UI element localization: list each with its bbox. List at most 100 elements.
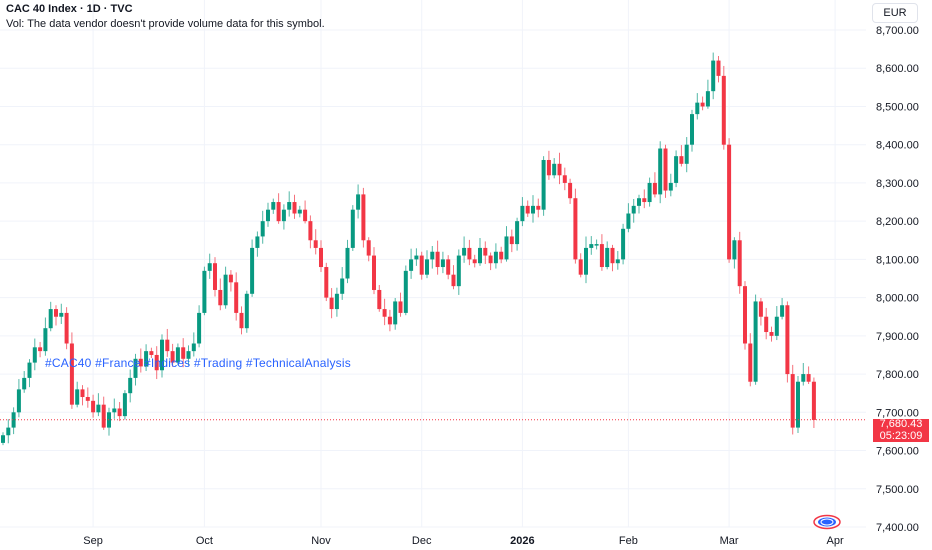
candle-body [292, 202, 297, 214]
candle-body [727, 144, 732, 260]
candle-body [366, 240, 371, 256]
candle [117, 401, 122, 422]
candle-body [181, 347, 186, 359]
candle [674, 150, 679, 188]
candle-body [520, 205, 525, 222]
candle [446, 255, 451, 280]
candle-body [700, 102, 705, 107]
candle [467, 239, 472, 266]
candle [456, 249, 461, 295]
candle [138, 348, 143, 373]
candle [488, 252, 493, 271]
candle [398, 292, 403, 317]
candle [414, 248, 419, 266]
candle-body [796, 381, 800, 428]
candle-body [324, 267, 329, 298]
candle-body [313, 240, 318, 248]
x-tick-label: Oct [196, 535, 213, 547]
candle-body [684, 144, 689, 164]
candle [472, 254, 477, 268]
candle [743, 281, 747, 350]
candle [462, 236, 467, 263]
candle-body [631, 205, 636, 214]
candle-body [446, 259, 451, 275]
candle-body [387, 316, 392, 325]
candle-body [334, 293, 339, 310]
candle [483, 241, 488, 264]
y-tick-label: 7,900.00 [876, 331, 919, 343]
candle [244, 290, 249, 333]
candle-body [197, 312, 202, 344]
candle-body [207, 263, 212, 271]
candle-body [350, 209, 355, 248]
grid [0, 0, 866, 528]
candle-body [562, 175, 567, 183]
candle [780, 297, 785, 320]
candle-body [297, 209, 302, 214]
candle-body [663, 148, 668, 191]
candle [38, 341, 43, 358]
candle [54, 305, 58, 326]
candle-body [541, 159, 546, 210]
candle-body [732, 240, 737, 260]
candle-body [228, 274, 233, 283]
current-price-label: 7,680.43 05:23:09 [873, 418, 929, 442]
y-tick-label: 8,400.00 [876, 140, 919, 152]
tradingview-logo-icon[interactable] [812, 514, 842, 530]
candle-body [250, 247, 255, 294]
candle [69, 332, 74, 409]
candle [790, 364, 795, 435]
candle [811, 377, 816, 428]
candle-body [43, 328, 48, 352]
candle [552, 158, 557, 179]
candle [112, 398, 117, 419]
candle [637, 194, 641, 214]
candle-body [112, 408, 117, 413]
candle [419, 251, 424, 280]
candle [721, 65, 726, 150]
candle [509, 229, 514, 253]
candle-body [472, 259, 477, 264]
candle-body [493, 251, 498, 264]
candle [361, 187, 366, 248]
candle [175, 343, 180, 366]
candle-body [626, 213, 631, 229]
candle-body [38, 347, 43, 352]
candle-body [642, 198, 647, 203]
candle-body [711, 60, 716, 92]
candle-body [467, 247, 472, 260]
candle [758, 297, 763, 326]
candle [218, 278, 223, 311]
candle [478, 237, 482, 266]
candle [737, 231, 742, 294]
candle [690, 109, 694, 152]
candle [451, 265, 456, 290]
candle [541, 156, 546, 216]
candle [239, 306, 244, 335]
candle-body [101, 404, 106, 428]
candle-body [695, 102, 700, 115]
candle [589, 236, 594, 255]
symbol-title[interactable]: CAC 40 Index · 1D · TVC [6, 3, 133, 15]
candle [276, 193, 281, 224]
x-tick-label: 2026 [510, 535, 534, 547]
candle [96, 393, 101, 417]
candle-body [658, 148, 663, 195]
candle [59, 303, 64, 324]
currency-button[interactable]: EUR [872, 3, 918, 23]
candle [207, 253, 212, 279]
candle [403, 265, 408, 316]
candle-body [356, 194, 361, 210]
candle-body [785, 305, 790, 375]
candle-body [255, 236, 260, 248]
candle-body [499, 251, 504, 260]
candle-body [478, 247, 482, 264]
candle-body [594, 244, 599, 246]
candle [340, 267, 345, 300]
candle-body [393, 301, 398, 325]
candle [440, 251, 445, 274]
candle [748, 333, 753, 387]
candle [48, 301, 53, 332]
